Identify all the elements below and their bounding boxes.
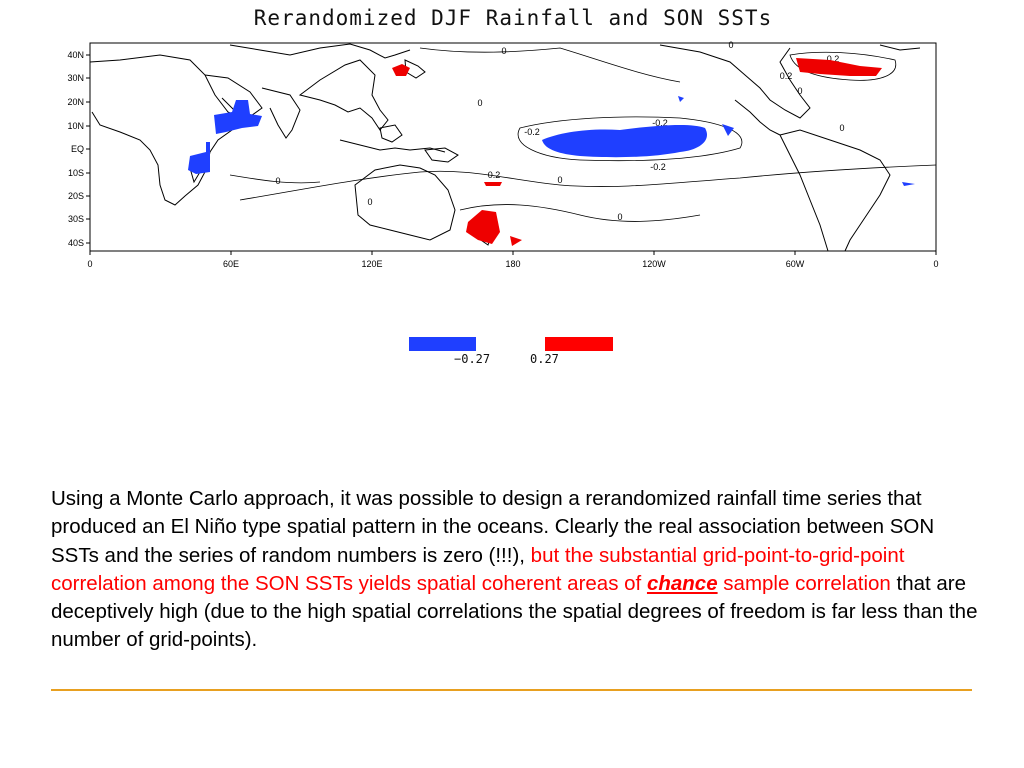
negative-region-equatorial-pacific bbox=[542, 124, 708, 158]
lon-label-0-right: 0 bbox=[933, 259, 938, 269]
lon-label-180: 180 bbox=[505, 259, 520, 269]
map-title: Rerandomized DJF Rainfall and SON SSTs bbox=[253, 6, 773, 30]
contour-label: 0.2 bbox=[780, 71, 793, 81]
contour-label: 0.2 bbox=[827, 54, 840, 64]
contour-label: -0.2 bbox=[524, 127, 540, 137]
negative-region-small-north bbox=[678, 96, 684, 102]
coast-borneo bbox=[379, 124, 403, 143]
caption-text-intro: Using a Monte Carlo approach, it was pos… bbox=[51, 487, 935, 567]
lon-label-60e: 60E bbox=[223, 259, 239, 269]
contour-pos-east bbox=[789, 51, 897, 81]
legend-negative-swatch bbox=[409, 337, 476, 351]
caption-text-outro: that are deceptively high (due to the hi… bbox=[51, 571, 978, 652]
legend-negative-label: −0.27 bbox=[454, 352, 491, 366]
positive-region-tasman-east bbox=[510, 236, 522, 246]
coast-greenland-north bbox=[879, 44, 921, 51]
lon-label-0-left: 0 bbox=[87, 259, 92, 269]
positive-region-small-tropics bbox=[484, 182, 502, 186]
positive-region-north-east-pacific bbox=[796, 58, 882, 76]
caption-text-chance: chance bbox=[646, 571, 718, 595]
contour-neg-eq bbox=[517, 116, 743, 162]
legend-positive-swatch bbox=[545, 337, 613, 351]
coast-central-america bbox=[734, 99, 781, 136]
coast-south-america bbox=[779, 129, 891, 252]
negative-region-arabian-sea bbox=[214, 100, 262, 134]
contour-label: 0 bbox=[839, 123, 844, 133]
lon-ticks bbox=[89, 251, 937, 255]
correlation-map: 40N 30N 20N 10N EQ 10S 20S 30S 40S 0 60E… bbox=[67, 40, 938, 269]
lat-label-eq: EQ bbox=[71, 144, 84, 154]
lon-label-120e: 120E bbox=[361, 259, 382, 269]
contour-south bbox=[459, 204, 701, 222]
contour-label: 0 bbox=[557, 175, 562, 185]
positive-region-japan bbox=[392, 64, 410, 76]
lon-label-60w: 60W bbox=[786, 259, 805, 269]
lat-label-10s: 10S bbox=[68, 168, 84, 178]
lat-ticks bbox=[86, 54, 90, 244]
contour-label: 0 bbox=[728, 40, 733, 50]
contour-zero-main bbox=[239, 164, 937, 201]
lat-label-40s: 40S bbox=[68, 238, 84, 248]
divider-line bbox=[51, 689, 972, 691]
caption-text-highlight: but the substantial grid-point-to-grid-p… bbox=[51, 543, 905, 595]
coast-india bbox=[261, 87, 301, 139]
coast-asia bbox=[298, 59, 389, 131]
contour-label: 0 bbox=[367, 197, 372, 207]
legend-positive-label: 0.27 bbox=[530, 352, 559, 366]
negative-region-small-east bbox=[902, 182, 915, 186]
negative-region-east-africa bbox=[188, 142, 210, 174]
contour-zero-north bbox=[419, 47, 681, 83]
coast-indonesia bbox=[339, 139, 446, 153]
coast-south-america-west bbox=[779, 134, 829, 252]
positive-region-tasman-sea bbox=[466, 210, 500, 244]
lon-label-120w: 120W bbox=[642, 259, 666, 269]
lat-label-40n: 40N bbox=[67, 50, 84, 60]
contour-label: -0.2 bbox=[650, 162, 666, 172]
contour-label: 0 bbox=[501, 46, 506, 56]
negative-region-central-america bbox=[722, 124, 734, 136]
lat-label-30n: 30N bbox=[67, 73, 84, 83]
negative-regions bbox=[188, 96, 915, 186]
contour-label: 0 bbox=[477, 98, 482, 108]
coast-north-america bbox=[659, 44, 811, 119]
contours bbox=[229, 47, 937, 222]
caption-paragraph: Using a Monte Carlo approach, it was pos… bbox=[51, 485, 986, 655]
contour-zero-indian bbox=[229, 174, 321, 184]
coast-asia-north bbox=[229, 43, 411, 59]
positive-regions bbox=[392, 58, 882, 246]
contour-label: 0 bbox=[797, 86, 802, 96]
contour-label: 0 bbox=[617, 212, 622, 222]
contour-label: -0.2 bbox=[652, 118, 668, 128]
contour-label: 0.2 bbox=[488, 170, 501, 180]
lat-label-20n: 20N bbox=[67, 97, 84, 107]
coastlines bbox=[89, 43, 921, 252]
lat-label-30s: 30S bbox=[68, 214, 84, 224]
lat-label-20s: 20S bbox=[68, 191, 84, 201]
lat-label-10n: 10N bbox=[67, 121, 84, 131]
map-frame bbox=[89, 42, 937, 252]
caption-text-highlight-end: sample correlation bbox=[717, 571, 891, 595]
coast-new-guinea bbox=[424, 147, 459, 163]
contour-label: 0 bbox=[275, 176, 280, 186]
coast-australia bbox=[354, 164, 456, 241]
